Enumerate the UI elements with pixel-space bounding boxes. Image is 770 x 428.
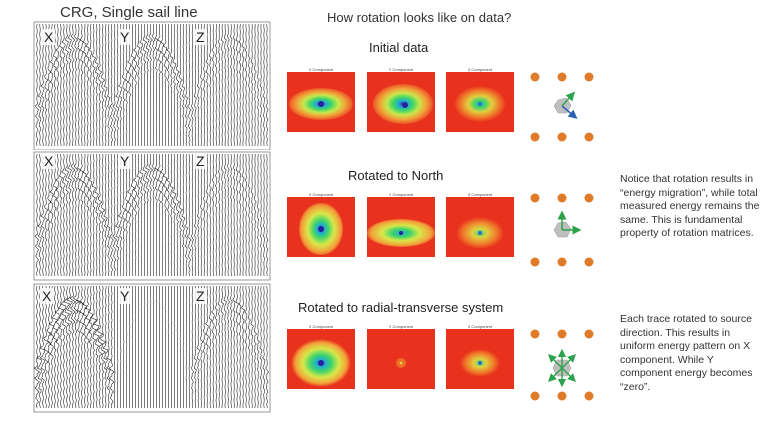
receiver-diagram-radial xyxy=(530,329,594,401)
section-title-north: Rotated to North xyxy=(348,168,444,183)
caption-y-radial: Y Component xyxy=(388,324,414,329)
section-title-initial: Initial data xyxy=(369,40,429,55)
source-dot xyxy=(530,257,540,267)
section-title-radial: Rotated to radial-transverse system xyxy=(298,300,504,315)
source-dot xyxy=(584,132,594,142)
label-y: Y xyxy=(118,288,132,304)
heatmap-radial-y xyxy=(367,329,435,389)
caption-z-initial: Z Component xyxy=(467,67,493,72)
source-dot xyxy=(557,391,567,401)
caption-y-initial: Y Component xyxy=(388,67,414,72)
label-z: Z xyxy=(194,153,207,169)
caption-x-north: X Component xyxy=(308,192,334,197)
source-dot xyxy=(557,132,567,142)
label-x: X xyxy=(40,288,54,304)
heatmap-north-z xyxy=(446,197,514,257)
heatmap-north-x xyxy=(287,197,355,257)
label-y: Y xyxy=(118,29,132,45)
heatmap-initial-y xyxy=(367,72,435,132)
label-z: Z xyxy=(194,29,207,45)
label-x: X xyxy=(42,29,56,45)
heatmap-north-y xyxy=(367,197,435,257)
source-dot xyxy=(530,72,540,82)
caption-x-initial: X Component xyxy=(308,67,334,72)
caption-y-north: Y Component xyxy=(388,192,414,197)
source-dot xyxy=(557,329,567,339)
source-dot xyxy=(530,193,540,203)
source-dot xyxy=(530,329,540,339)
source-dot xyxy=(530,132,540,142)
source-dot xyxy=(584,391,594,401)
note-radial-rotation: Each trace rotated to source direction. … xyxy=(620,313,753,393)
label-x: X xyxy=(42,153,56,169)
heatmap-radial-x xyxy=(287,329,355,389)
source-dot xyxy=(584,72,594,82)
source-dot xyxy=(584,329,594,339)
receiver-diagram-initial xyxy=(530,72,594,142)
left-title: CRG, Single sail line xyxy=(60,4,198,21)
label-y: Y xyxy=(118,153,132,169)
label-z: Z xyxy=(194,288,207,304)
heatmap-radial-z xyxy=(446,329,514,389)
source-dot xyxy=(530,391,540,401)
source-dot xyxy=(557,257,567,267)
source-dot xyxy=(584,193,594,203)
caption-z-radial: Z Component xyxy=(467,324,493,329)
center-title: How rotation looks like on data? xyxy=(327,10,512,25)
seismic-panel-north: X Y Z xyxy=(26,150,276,284)
seismic-panel-initial: X Y Z xyxy=(26,20,276,154)
note-energy-migration: Notice that rotation results in “energy … xyxy=(620,173,760,239)
caption-z-north: Z Component xyxy=(467,192,493,197)
heatmap-initial-x xyxy=(287,72,355,132)
source-dot xyxy=(557,72,567,82)
source-dot xyxy=(557,193,567,203)
seismic-panel-radial: X Y Z xyxy=(26,282,276,416)
heatmap-initial-z xyxy=(446,72,514,132)
receiver-diagram-north xyxy=(530,193,594,267)
source-dot xyxy=(584,257,594,267)
caption-x-radial: X Component xyxy=(308,324,334,329)
